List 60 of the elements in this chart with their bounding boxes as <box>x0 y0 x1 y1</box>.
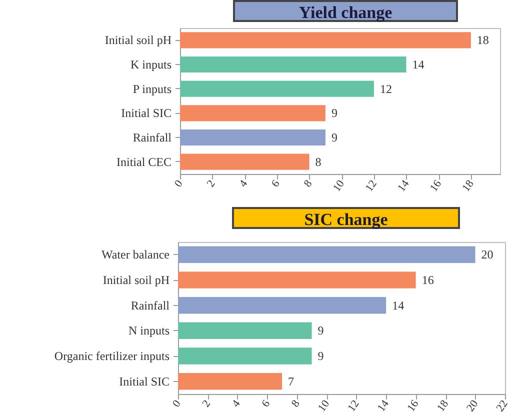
x-tick-label: 8 <box>302 178 315 190</box>
x-tick-label: 18 <box>460 178 477 194</box>
data-label: 8 <box>315 154 322 169</box>
data-label: 9 <box>331 106 338 120</box>
y-tick-label: Initial SIC <box>119 374 170 388</box>
y-tick-label: Rainfall <box>130 298 170 312</box>
bar <box>180 105 326 122</box>
x-tick-label: 6 <box>269 178 283 190</box>
data-label: 14 <box>392 298 404 312</box>
bar <box>178 372 282 390</box>
y-tick-label: Initial SIC <box>121 106 172 120</box>
y-tick-label: Water balance <box>102 248 170 262</box>
bar <box>180 129 326 146</box>
data-label: 9 <box>318 324 324 338</box>
x-tick-label: 12 <box>346 398 362 414</box>
bar <box>178 246 476 264</box>
x-tick-label: 2 <box>204 178 218 190</box>
chart-title: Yield change <box>233 0 458 22</box>
bar <box>178 296 386 314</box>
x-tick-label: 6 <box>260 398 273 410</box>
chart-title: SIC change <box>232 207 460 229</box>
x-tick-label: 12 <box>363 178 380 194</box>
x-tick-label: 2 <box>200 398 214 410</box>
y-tick-label: Initial soil pH <box>102 273 170 287</box>
x-tick-label: 18 <box>434 398 452 414</box>
bar <box>180 80 374 97</box>
data-label: 20 <box>481 248 494 262</box>
bar <box>178 322 312 340</box>
bar <box>180 32 471 48</box>
data-label: 14 <box>412 58 424 72</box>
y-tick-label: K inputs <box>130 58 172 72</box>
data-label: 7 <box>288 374 294 388</box>
x-tick-label: 10 <box>316 398 332 414</box>
x-tick-label: 16 <box>405 398 422 414</box>
y-tick-label: Initial CEC <box>116 154 172 169</box>
x-tick-label: 0 <box>170 398 184 410</box>
y-tick-label: Rainfall <box>132 130 172 144</box>
x-tick-label: 16 <box>428 178 444 194</box>
data-label: 16 <box>422 273 434 287</box>
y-tick-label: Initial soil pH <box>104 33 172 48</box>
y-tick-label: N inputs <box>128 324 170 338</box>
data-label: 9 <box>331 130 338 144</box>
x-tick-label: 22 <box>494 398 510 414</box>
x-tick-label: 10 <box>330 178 348 194</box>
bar <box>178 272 416 288</box>
data-label: 12 <box>380 82 392 96</box>
x-tick-label: 20 <box>464 398 481 414</box>
y-tick-label: Organic fertilizer inputs <box>54 349 170 363</box>
x-tick-label: 14 <box>375 398 392 414</box>
x-tick-label: 0 <box>172 178 186 190</box>
bar <box>180 56 406 73</box>
data-label: 9 <box>318 349 324 363</box>
x-tick-label: 4 <box>237 178 250 190</box>
data-label: 18 <box>476 33 489 48</box>
x-tick-label: 14 <box>396 178 412 194</box>
x-tick-label: 4 <box>230 398 244 410</box>
y-tick-label: P inputs <box>132 82 172 96</box>
bar <box>178 348 312 364</box>
bar <box>180 154 310 170</box>
x-tick-label: 8 <box>289 398 303 410</box>
